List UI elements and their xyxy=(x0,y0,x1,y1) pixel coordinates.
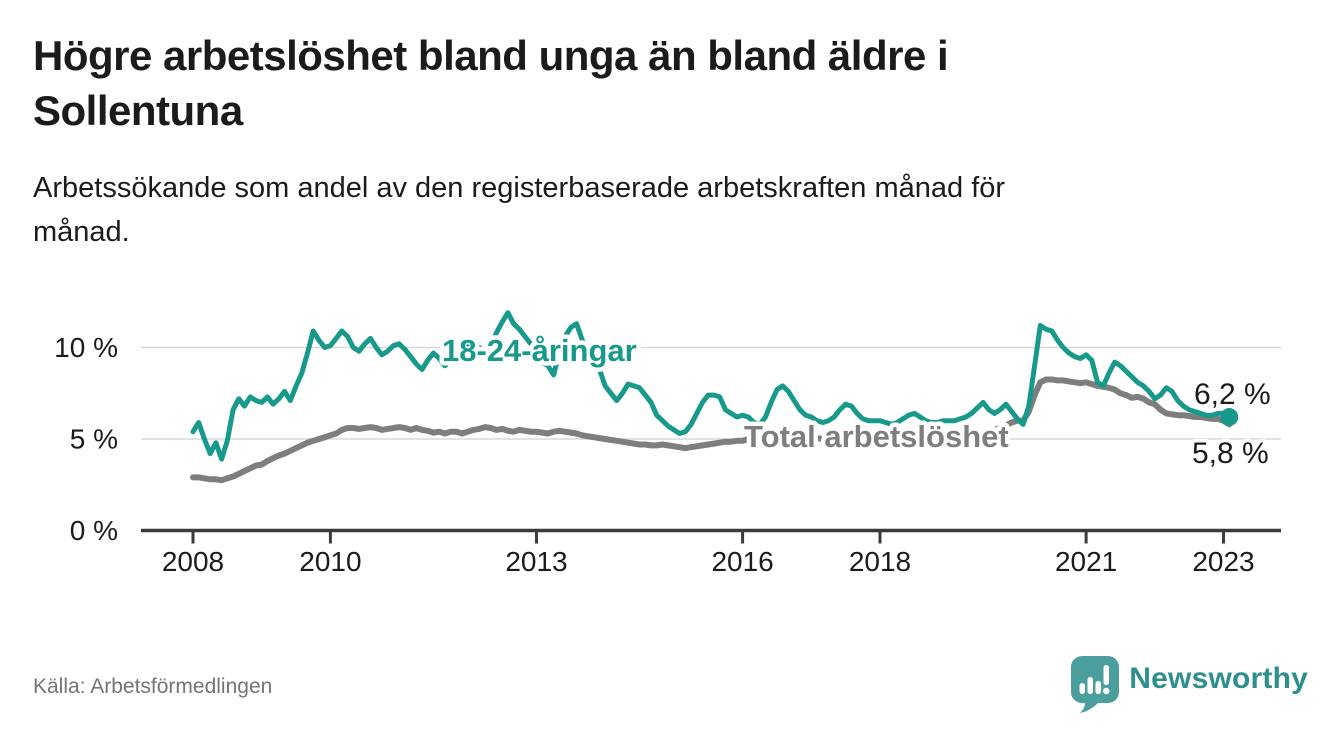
youth-series-label: 18-24-åringar xyxy=(442,333,637,368)
x-tick-label: 2018 xyxy=(849,546,911,577)
newsworthy-bubble-chart-icon xyxy=(1071,656,1120,713)
total-end-value-label: 5,8 % xyxy=(1192,437,1269,470)
x-tick-label: 2016 xyxy=(711,546,773,577)
newsworthy-logo-text: Newsworthy xyxy=(1129,662,1308,695)
chart-subtitle: Arbetssökande som andel av den registerb… xyxy=(33,172,1006,249)
x-tick-label: 2008 xyxy=(162,546,224,577)
total-line xyxy=(190,376,1233,484)
y-tick-label: 10 % xyxy=(54,332,118,363)
youth-end-dot xyxy=(1220,408,1239,427)
chart-svg: 0 % 5 % 10 % 2008 2010 2013 2016 2018 2021 2023 18… xyxy=(54,310,1281,577)
youth-end-value-label: 6,2 % xyxy=(1194,378,1271,411)
page-title: Högre arbetslöshet bland unga än bland ä… xyxy=(33,32,949,135)
x-tick-label: 2021 xyxy=(1055,546,1117,577)
x-tick-label: 2013 xyxy=(505,546,567,577)
total-series-label: Total arbetslöshet xyxy=(744,419,1009,454)
newsworthy-logo: Newsworthy xyxy=(1071,656,1308,714)
y-tick-label: 0 % xyxy=(70,515,118,546)
source-note: Källa: Arbetsförmedlingen xyxy=(33,675,273,698)
y-tick-label: 5 % xyxy=(70,424,118,455)
x-tick-label: 2010 xyxy=(299,546,361,577)
x-tick-label: 2023 xyxy=(1192,546,1254,577)
youth-line xyxy=(190,310,1232,462)
chart-area: 0 % 5 % 10 % 2008 2010 2013 2016 2018 2021 2023 18… xyxy=(0,280,1340,610)
